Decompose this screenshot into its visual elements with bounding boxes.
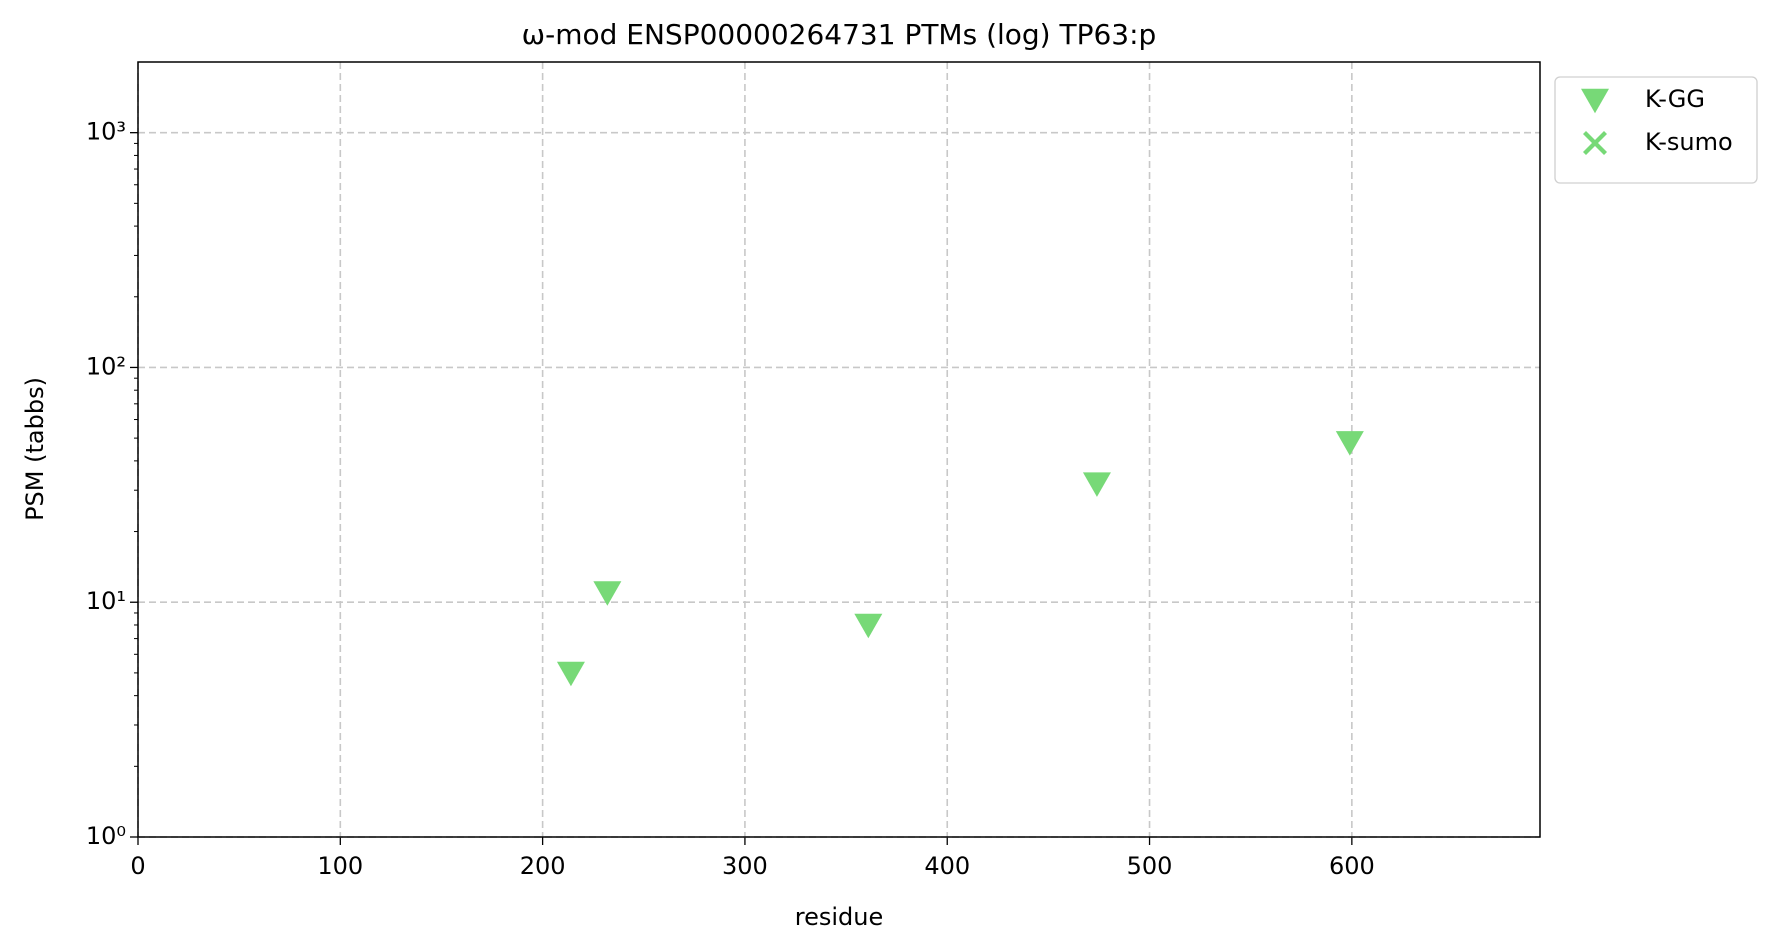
y-tick-label: 10¹: [86, 587, 126, 615]
x-tick-label: 100: [317, 852, 363, 880]
y-tick-label: 10³: [86, 118, 126, 146]
legend-label: K-sumo: [1645, 128, 1733, 156]
x-tick-label: 300: [722, 852, 768, 880]
legend-marker: [1583, 131, 1607, 155]
y-axis-label: PSM (tabbs): [21, 377, 49, 521]
legend-label: K-GG: [1645, 85, 1705, 113]
y-tick-label: 10⁰: [86, 822, 126, 850]
x-tick-label: 0: [130, 852, 145, 880]
data-point: [1082, 472, 1111, 497]
x-tick-label: 400: [924, 852, 970, 880]
data-point: [556, 661, 585, 687]
x-axis-label: residue: [795, 903, 884, 931]
chart-title: ω-mod ENSP00000264731 PTMs (log) TP63:p: [522, 18, 1157, 51]
legend-marker: [1581, 88, 1609, 114]
x-tick-label: 600: [1329, 852, 1375, 880]
data-point: [1335, 431, 1364, 456]
y-tick-label: 10²: [86, 352, 126, 380]
plot-frame: [137, 61, 1541, 838]
data-point: [593, 581, 622, 606]
legend-box: [1554, 76, 1758, 184]
x-tick-label: 200: [520, 852, 566, 880]
data-point: [854, 613, 883, 639]
x-tick-label: 500: [1127, 852, 1173, 880]
